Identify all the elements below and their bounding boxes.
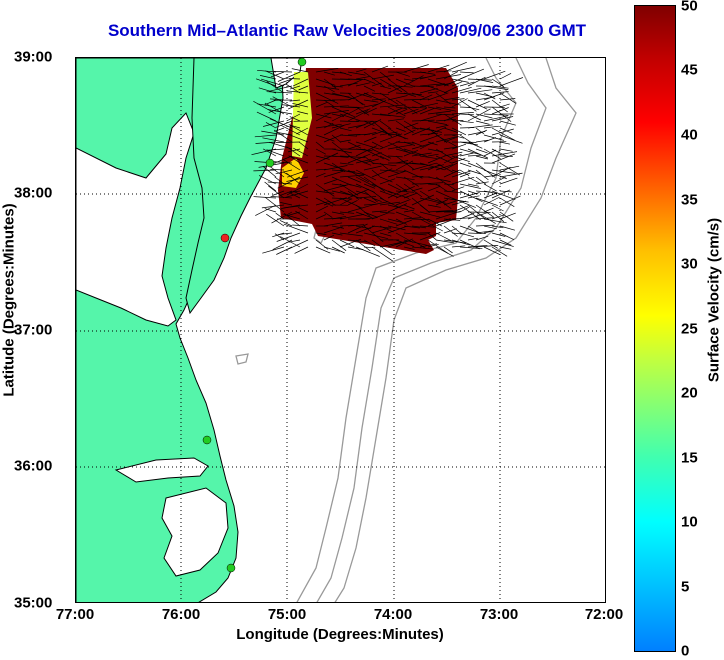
velocity-arrow (280, 237, 300, 248)
velocity-arrow (460, 135, 475, 145)
velocity-arrow (484, 126, 499, 128)
station-marker (221, 234, 229, 242)
velocity-arrow (263, 166, 276, 177)
x-tick-label: 72:00 (585, 606, 623, 623)
station-marker (203, 436, 211, 444)
velocity-arrow (500, 178, 517, 184)
velocity-arrow (476, 198, 498, 206)
colorbar-tick: 30 (681, 256, 698, 273)
velocity-arrow (452, 67, 476, 72)
velocity-arrow (476, 130, 487, 135)
velocity-arrow (500, 78, 523, 87)
colorbar (634, 5, 676, 652)
velocity-arrow (476, 101, 490, 107)
y-tick-label: 37:00 (14, 322, 52, 339)
velocity-arrow (460, 72, 474, 73)
velocity-arrow (492, 191, 515, 200)
x-tick-label: 74:00 (374, 606, 412, 623)
velocity-arrow (484, 138, 496, 143)
y-tick-label: 36:00 (14, 458, 52, 475)
velocity-arrow (468, 155, 482, 156)
velocity-arrow (500, 233, 514, 240)
station-marker (298, 58, 306, 66)
x-tick-label: 73:00 (480, 606, 518, 623)
velocity-arrow (452, 79, 469, 82)
velocity-arrow (444, 62, 467, 72)
colorbar-tick: 50 (681, 0, 698, 15)
velocity-arrow (444, 226, 458, 237)
velocity-arrow (460, 121, 474, 123)
velocity-arrow (476, 121, 490, 124)
station-marker (266, 159, 274, 167)
velocity-arrow (500, 149, 513, 151)
velocity-arrow (452, 246, 465, 247)
velocity-arrow (444, 229, 457, 233)
map-title: Southern Mid–Atlantic Raw Velocities 200… (0, 21, 694, 41)
velocity-arrow (492, 205, 504, 211)
velocity-arrow (500, 226, 515, 230)
colorbar-label: Surface Velocity (cm/s) (706, 218, 723, 382)
velocity-arrow (460, 114, 474, 115)
velocity-arrow (484, 193, 498, 198)
map-plot-area[interactable] (75, 57, 606, 603)
colorbar-tick: 40 (681, 127, 698, 144)
velocity-arrow (265, 209, 276, 212)
colorbar-tick: 25 (681, 321, 698, 338)
velocity-arrow (289, 79, 300, 80)
velocity-arrow (324, 247, 340, 251)
velocity-arrow (468, 77, 486, 86)
velocity-arrow (468, 142, 482, 148)
velocity-arrow (500, 93, 516, 103)
velocity-arrow (476, 149, 488, 153)
colorbar-tick: 20 (681, 385, 698, 402)
velocity-arrow (295, 247, 308, 253)
velocity-arrow (500, 163, 520, 175)
x-axis-label: Longitude (Degrees:Minutes) (236, 626, 444, 643)
velocity-arrow (484, 149, 500, 158)
y-axis-label: Latitude (Degrees:Minutes) (1, 203, 18, 396)
velocity-arrow (468, 177, 480, 184)
velocity-arrow (500, 142, 510, 144)
colorbar-tick: 35 (681, 192, 698, 209)
y-tick-label: 35:00 (14, 595, 52, 612)
colorbar-tick: 45 (681, 62, 698, 79)
velocity-arrow (500, 104, 510, 107)
velocity-arrow (276, 247, 292, 255)
velocity-arrow (476, 205, 494, 217)
velocity-arrow (500, 166, 519, 170)
velocity-arrow (278, 233, 292, 235)
y-tick-label: 39:00 (14, 49, 52, 66)
velocity-arrow (460, 88, 481, 93)
y-tick-label: 38:00 (14, 185, 52, 202)
station-marker (227, 564, 235, 572)
x-tick-label: 75:00 (268, 606, 306, 623)
velocity-arrow (500, 73, 511, 79)
velocity-arrow (460, 247, 482, 249)
velocity-arrow (484, 208, 494, 212)
velocity-arrow (356, 247, 380, 257)
map-svg (76, 58, 606, 603)
colorbar-tick: 15 (681, 450, 698, 467)
velocity-arrow (292, 225, 308, 226)
x-tick-label: 76:00 (162, 606, 200, 623)
colorbar-tick: 5 (681, 579, 689, 596)
velocity-arrow (460, 193, 480, 199)
velocity-arrow (476, 225, 495, 226)
velocity-arrow (372, 247, 393, 261)
velocity-arrow (484, 93, 504, 100)
colorbar-tick: 10 (681, 514, 698, 531)
x-tick-label: 77:00 (56, 606, 94, 623)
colorbar-tick: 0 (681, 643, 689, 660)
velocity-arrow (460, 207, 469, 212)
